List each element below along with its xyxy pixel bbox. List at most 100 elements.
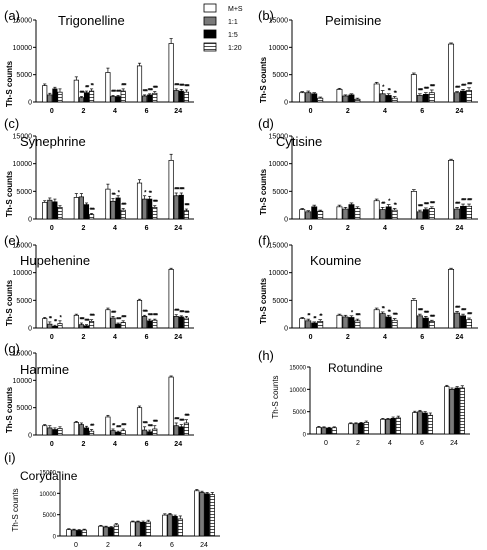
significance-marker: **** <box>121 203 127 209</box>
significance-marker: **** <box>179 310 185 316</box>
bar <box>89 321 95 329</box>
bar <box>115 431 121 436</box>
significance-marker: ** <box>54 320 58 326</box>
panel-4: (e)Hupehenine Th-S counts 0 5000 10000 15000 0… <box>4 233 194 341</box>
bar <box>83 427 90 436</box>
x-tick-label: 6 <box>420 334 424 341</box>
x-tick-label: 4 <box>383 225 387 232</box>
bar <box>305 211 312 220</box>
x-tick-label: 4 <box>113 334 117 341</box>
bar <box>373 83 380 103</box>
bar <box>354 320 361 329</box>
x-tick-label: 0 <box>309 108 313 115</box>
x-tick-label: 6 <box>420 108 424 115</box>
y-tick-label: 5000 <box>272 298 288 305</box>
bar <box>108 527 114 537</box>
bar <box>83 204 90 220</box>
bar <box>348 204 355 220</box>
bar <box>78 324 84 329</box>
panel-label: (h) <box>258 348 274 363</box>
x-tick-label: 24 <box>174 334 182 341</box>
bar <box>42 85 48 103</box>
bar <box>348 317 355 329</box>
bar <box>354 98 361 103</box>
significance-marker: **** <box>153 314 159 320</box>
bar <box>448 43 455 103</box>
bar <box>385 316 392 329</box>
y-tick-label: 10000 <box>13 378 33 385</box>
significance-marker: **** <box>79 91 85 97</box>
bar <box>110 96 116 103</box>
significance-marker: *** <box>85 86 90 92</box>
bar <box>395 417 401 435</box>
x-tick-label: 0 <box>50 108 54 115</box>
bar <box>460 205 466 220</box>
legend: M+S 1:1 1:5 1:20 <box>203 3 243 52</box>
significance-marker: * <box>351 310 354 316</box>
bar <box>317 210 324 220</box>
bar <box>353 423 359 435</box>
bar <box>459 387 465 435</box>
bar <box>311 93 318 103</box>
bar <box>47 94 53 103</box>
x-tick-label: 2 <box>81 334 85 341</box>
bar <box>71 529 77 537</box>
x-tick-label: 4 <box>388 440 392 447</box>
bar <box>89 214 95 220</box>
panel-label: (g) <box>4 341 20 356</box>
significance-marker: **** <box>430 84 436 90</box>
significance-marker: **** <box>467 199 473 205</box>
significance-marker: ** <box>388 310 392 316</box>
bar <box>147 320 153 329</box>
y-tick-label: 0 <box>284 326 288 333</box>
bar <box>379 93 386 103</box>
x-tick-label: 4 <box>113 108 117 115</box>
panel-label: (i) <box>4 450 16 465</box>
bar <box>448 159 455 220</box>
y-tick-label: 15000 <box>39 471 56 477</box>
bar <box>466 90 472 103</box>
y-tick-label: 10000 <box>289 388 306 394</box>
bar <box>66 529 72 537</box>
bar <box>428 92 435 103</box>
legend-label: M+S <box>228 6 243 13</box>
bar <box>147 431 153 436</box>
x-tick-label: 2 <box>81 441 85 448</box>
legend-label: 1:5 <box>228 32 238 39</box>
bar <box>209 494 215 537</box>
x-tick-label: 6 <box>145 108 149 115</box>
significance-marker: ** <box>313 316 317 322</box>
panel-0: (a) Trigonelline Th-S counts 0 5000 10000 1500… <box>4 8 194 115</box>
y-tick-label: 5000 <box>272 72 288 79</box>
significance-marker: **** <box>174 309 180 315</box>
significance-marker: **** <box>148 88 154 94</box>
bar <box>316 426 322 435</box>
significance-marker: ** <box>49 316 53 322</box>
bar <box>410 74 417 103</box>
bar <box>147 94 153 103</box>
x-tick-label: 2 <box>81 225 85 232</box>
bar <box>454 208 461 220</box>
bar <box>76 530 82 537</box>
bar <box>183 210 189 220</box>
bar <box>444 386 450 435</box>
bar <box>183 422 189 436</box>
bar <box>42 425 48 436</box>
bar <box>348 423 354 435</box>
significance-marker: **** <box>90 314 96 320</box>
x-tick-label: 0 <box>74 542 78 549</box>
significance-marker: **** <box>121 83 127 89</box>
bar <box>342 208 349 220</box>
significance-marker: **** <box>184 204 190 210</box>
panel-title: Peimisine <box>325 13 381 28</box>
significance-marker: **** <box>461 309 467 315</box>
bar <box>162 514 168 537</box>
bar <box>380 418 386 435</box>
panel-title: Trigonelline <box>58 13 125 28</box>
x-tick-label: 4 <box>113 225 117 232</box>
y-axis-label: Th-S counts <box>5 170 14 217</box>
panel-title: Hupehenine <box>20 253 90 268</box>
bar <box>103 526 109 537</box>
bar <box>73 314 79 329</box>
